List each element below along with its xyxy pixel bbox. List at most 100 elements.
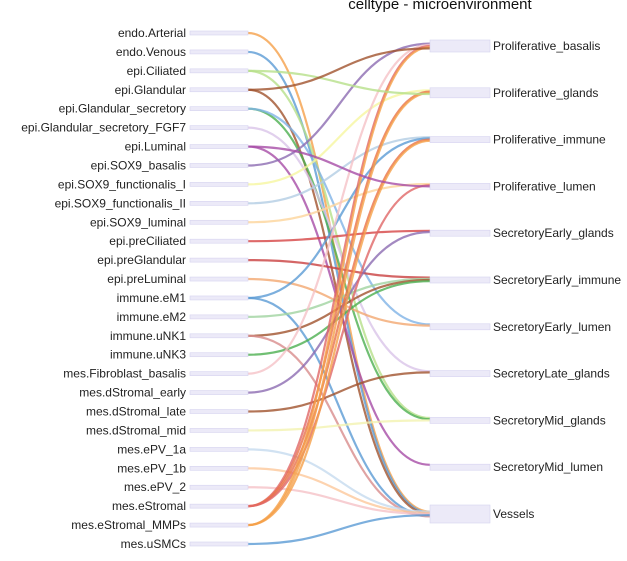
flow-link [247,43,431,375]
flow-link [247,229,431,243]
left-node-label: endo.Venous [116,45,186,59]
left-node-bar [189,409,249,414]
flow-link [247,419,431,432]
right-node-label: Proliferative_glands [493,86,598,100]
left-node: immune.uNK1 [110,329,249,343]
left-node-bar [189,144,249,149]
left-node-label: endo.Arterial [118,26,186,40]
left-node: epi.Glandular_secretory_FGF7 [21,121,249,135]
left-node-bar [189,30,249,36]
left-node-bar [189,238,249,244]
left-node-label: mes.Fibroblast_basalis [63,367,186,381]
right-node-label: SecretoryEarly_immune [493,273,621,287]
left-node: epi.Luminal [125,140,249,154]
right-node-label: SecretoryMid_lumen [493,460,603,474]
left-node-label: epi.preGlandular [97,253,186,267]
left-node: epi.SOX9_functionalis_II [55,196,249,210]
left-node-bar [189,541,249,547]
left-node-bar [189,503,249,509]
left-node-label: immune.eM2 [117,310,187,324]
flow-link [247,126,431,373]
right-node: SecretoryEarly_immune [429,273,621,287]
flow-link [247,69,431,96]
left-node: immune.uNK3 [110,348,249,362]
flow-link [247,90,431,508]
flow-link [247,139,431,527]
flow-links [247,31,431,546]
left-node: mes.dStromal_early [79,386,249,400]
left-node-label: epi.preCiliated [109,234,186,248]
left-nodes: endo.Arterial endo.Venous epi.Ciliated epi.… [21,26,249,551]
flow-link [247,138,431,508]
right-node-bar [429,87,491,99]
left-node-label: immune.uNK3 [110,348,186,362]
flow-link [247,107,431,421]
left-node-label: mes.ePV_1a [117,442,186,456]
flow-link [247,91,431,527]
left-node-label: mes.dStromal_mid [86,423,186,437]
left-node: mes.Fibroblast_basalis [63,367,249,381]
left-node-label: epi.Ciliated [127,64,186,78]
right-node-bar [429,276,491,284]
left-node-label: epi.SOX9_functionalis_I [58,177,186,191]
left-node-label: mes.ePV_1b [117,461,186,475]
left-node-label: mes.dStromal_early [79,386,186,400]
right-nodes: Proliferative_basalis Proliferative_gland… [429,39,621,524]
right-node-bar [429,183,491,190]
left-node-bar [189,276,249,282]
left-node-bar [189,257,249,263]
left-node-bar [189,201,249,206]
left-node-label: mes.eStromal [112,499,186,513]
flow-link [247,448,431,513]
left-node: mes.uSMCs [121,537,249,551]
left-node: mes.dStromal_mid [86,423,249,437]
left-node: epi.preLuminal [107,272,249,286]
left-node-label: epi.Glandular_secretory_FGF7 [21,121,186,135]
right-node: Proliferative_lumen [429,179,596,193]
right-node: SecretoryLate_glands [429,367,610,381]
right-node-bar [429,463,491,471]
chart-title: celltype - microenvironment [348,0,532,13]
left-node: mes.dStromal_late [86,405,249,419]
left-node-bar [189,522,249,528]
left-node: epi.SOX9_functionalis_I [58,177,249,191]
left-node-bar [189,371,249,376]
right-node: Proliferative_glands [429,86,598,100]
left-node-label: epi.SOX9_basalis [91,158,186,172]
left-node-label: epi.SOX9_luminal [90,215,186,229]
left-node-bar [189,484,249,490]
right-node-bar [429,229,491,237]
left-node-bar [189,219,249,225]
flow-link [247,467,431,514]
right-node-bar [429,370,491,377]
right-node-bar [429,39,491,53]
right-node: Proliferative_immune [429,133,606,147]
right-node-label: SecretoryEarly_glands [493,226,614,240]
left-node-bar [189,428,249,433]
left-node-bar [189,295,249,301]
left-node-label: immune.uNK1 [110,329,186,343]
left-node: endo.Venous [116,45,249,59]
flow-link [247,184,431,508]
left-node-bar [189,390,249,395]
right-node: SecretoryEarly_glands [429,226,614,240]
left-node-bar [189,447,249,452]
flow-link [247,296,431,517]
left-node-bar [189,87,249,93]
right-node: SecretoryMid_lumen [429,460,603,474]
left-node-bar [189,333,249,339]
right-node-label: Proliferative_basalis [493,39,600,53]
flow-link [247,89,431,186]
flow-link [247,136,431,205]
left-node: mes.ePV_2 [124,480,249,494]
left-node: epi.preGlandular [97,253,249,267]
left-node: endo.Arterial [118,26,249,40]
left-node-bar [189,465,249,471]
left-node: mes.eStromal_MMPs [71,518,249,532]
left-node-bar [189,352,249,358]
left-node: epi.SOX9_basalis [91,158,249,172]
flow-link [247,259,431,279]
right-node: SecretoryEarly_lumen [429,320,611,334]
right-node: SecretoryMid_glands [429,413,606,427]
